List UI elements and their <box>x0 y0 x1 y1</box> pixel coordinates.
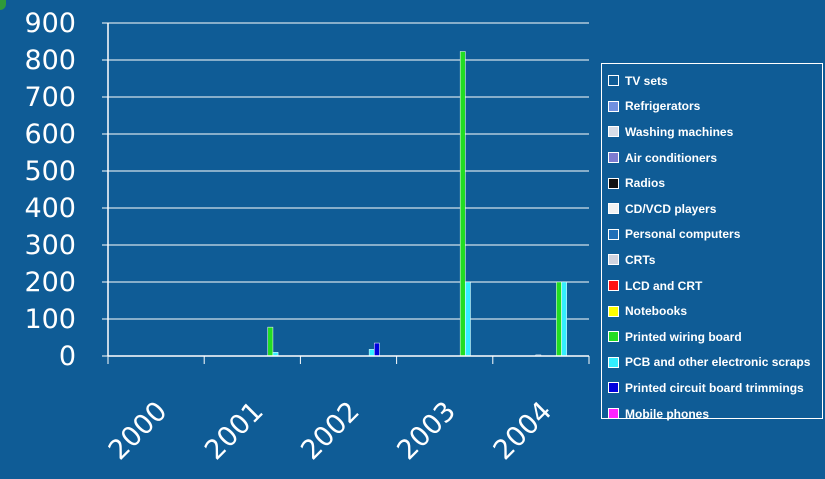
legend-swatch <box>608 408 619 420</box>
y-tick-label: 800 <box>24 45 76 76</box>
y-axis-ticks: 0 100 200 300 400 500 600 700 800 900 <box>24 8 108 372</box>
legend-label: Printed wiring board <box>625 329 742 344</box>
y-tick-label: 0 <box>59 341 76 372</box>
legend-item: Refrigerators <box>608 94 822 120</box>
bar-printed-circuit-board-trimmings <box>374 342 380 357</box>
legend-swatch <box>608 305 619 317</box>
legend-item: Personal computers <box>608 222 822 248</box>
y-tick-label: 500 <box>24 156 76 187</box>
legend-item: CD/VCD players <box>608 196 822 222</box>
legend-item: PCB and other electronic scraps <box>608 350 822 376</box>
legend-swatch <box>608 331 619 343</box>
legend-label: Printed circuit board trimmings <box>625 380 804 395</box>
y-tick-label: 200 <box>24 267 76 298</box>
legend-swatch <box>608 126 619 138</box>
slide-corner-accent <box>0 0 6 10</box>
legend-swatch <box>608 228 619 240</box>
legend-label: PCB and other electronic scraps <box>625 355 811 370</box>
legend-swatch <box>608 382 619 394</box>
y-tick-label: 300 <box>24 230 76 261</box>
legend-item: Air conditioners <box>608 145 822 171</box>
bar-pcb-and-other-electronic-scraps <box>368 349 375 357</box>
x-axis-ticks: 2000 2001 2002 2003 2004 <box>103 356 590 467</box>
legend-swatch <box>608 280 619 292</box>
bar-pcb-and-other-electronic-scraps <box>561 281 567 357</box>
axes <box>107 23 589 357</box>
legend-item: Mobile phones <box>608 401 822 427</box>
legend-label: Radios <box>625 176 666 191</box>
legend-item: Washing machines <box>608 119 822 145</box>
y-tick-label: 700 <box>24 82 76 113</box>
y-tick-label: 100 <box>24 304 76 335</box>
legend-item: TV sets <box>608 68 822 94</box>
bars <box>267 51 567 357</box>
y-tick-label: 900 <box>24 8 76 39</box>
legend-swatch <box>608 203 619 215</box>
x-tick-label: 2004 <box>488 396 559 467</box>
legend-label: CD/VCD players <box>625 201 717 216</box>
legend-swatch <box>608 152 619 164</box>
gridlines <box>108 22 589 320</box>
legend-swatch <box>608 177 619 189</box>
bar-printed-wiring-board <box>267 326 274 357</box>
legend-label: CRTs <box>625 252 656 267</box>
x-tick-label: 2003 <box>391 396 462 467</box>
x-tick-label: 2002 <box>295 396 366 467</box>
legend-item: LCD and CRT <box>608 273 822 299</box>
legend-item: Notebooks <box>608 298 822 324</box>
legend-swatch <box>608 254 619 266</box>
legend-swatch <box>608 75 619 87</box>
legend: TV sets Refrigerators Washing machines Air … <box>601 63 823 421</box>
legend-item: Printed wiring board <box>608 324 822 350</box>
bar-printed-wiring-board <box>459 51 466 357</box>
legend-label: Notebooks <box>625 304 688 319</box>
legend-swatch <box>608 356 619 368</box>
legend-label: TV sets <box>625 73 668 88</box>
bar-pcb-and-other-electronic-scraps <box>465 281 471 357</box>
legend-item: CRTs <box>608 247 822 273</box>
legend-swatch <box>608 100 619 112</box>
legend-label: LCD and CRT <box>625 278 703 293</box>
legend-item: Printed circuit board trimmings <box>608 375 822 401</box>
legend-label: Mobile phones <box>625 406 709 421</box>
bar-printed-wiring-board <box>556 281 562 357</box>
legend-label: Refrigerators <box>625 99 701 114</box>
legend-item: Radios <box>608 170 822 196</box>
legend-label: Washing machines <box>625 124 734 139</box>
x-tick-label: 2000 <box>103 396 174 467</box>
y-tick-label: 400 <box>24 193 76 224</box>
x-tick-label: 2001 <box>199 396 270 467</box>
legend-label: Personal computers <box>625 227 741 242</box>
y-tick-label: 600 <box>24 119 76 150</box>
legend-label: Air conditioners <box>625 150 718 165</box>
